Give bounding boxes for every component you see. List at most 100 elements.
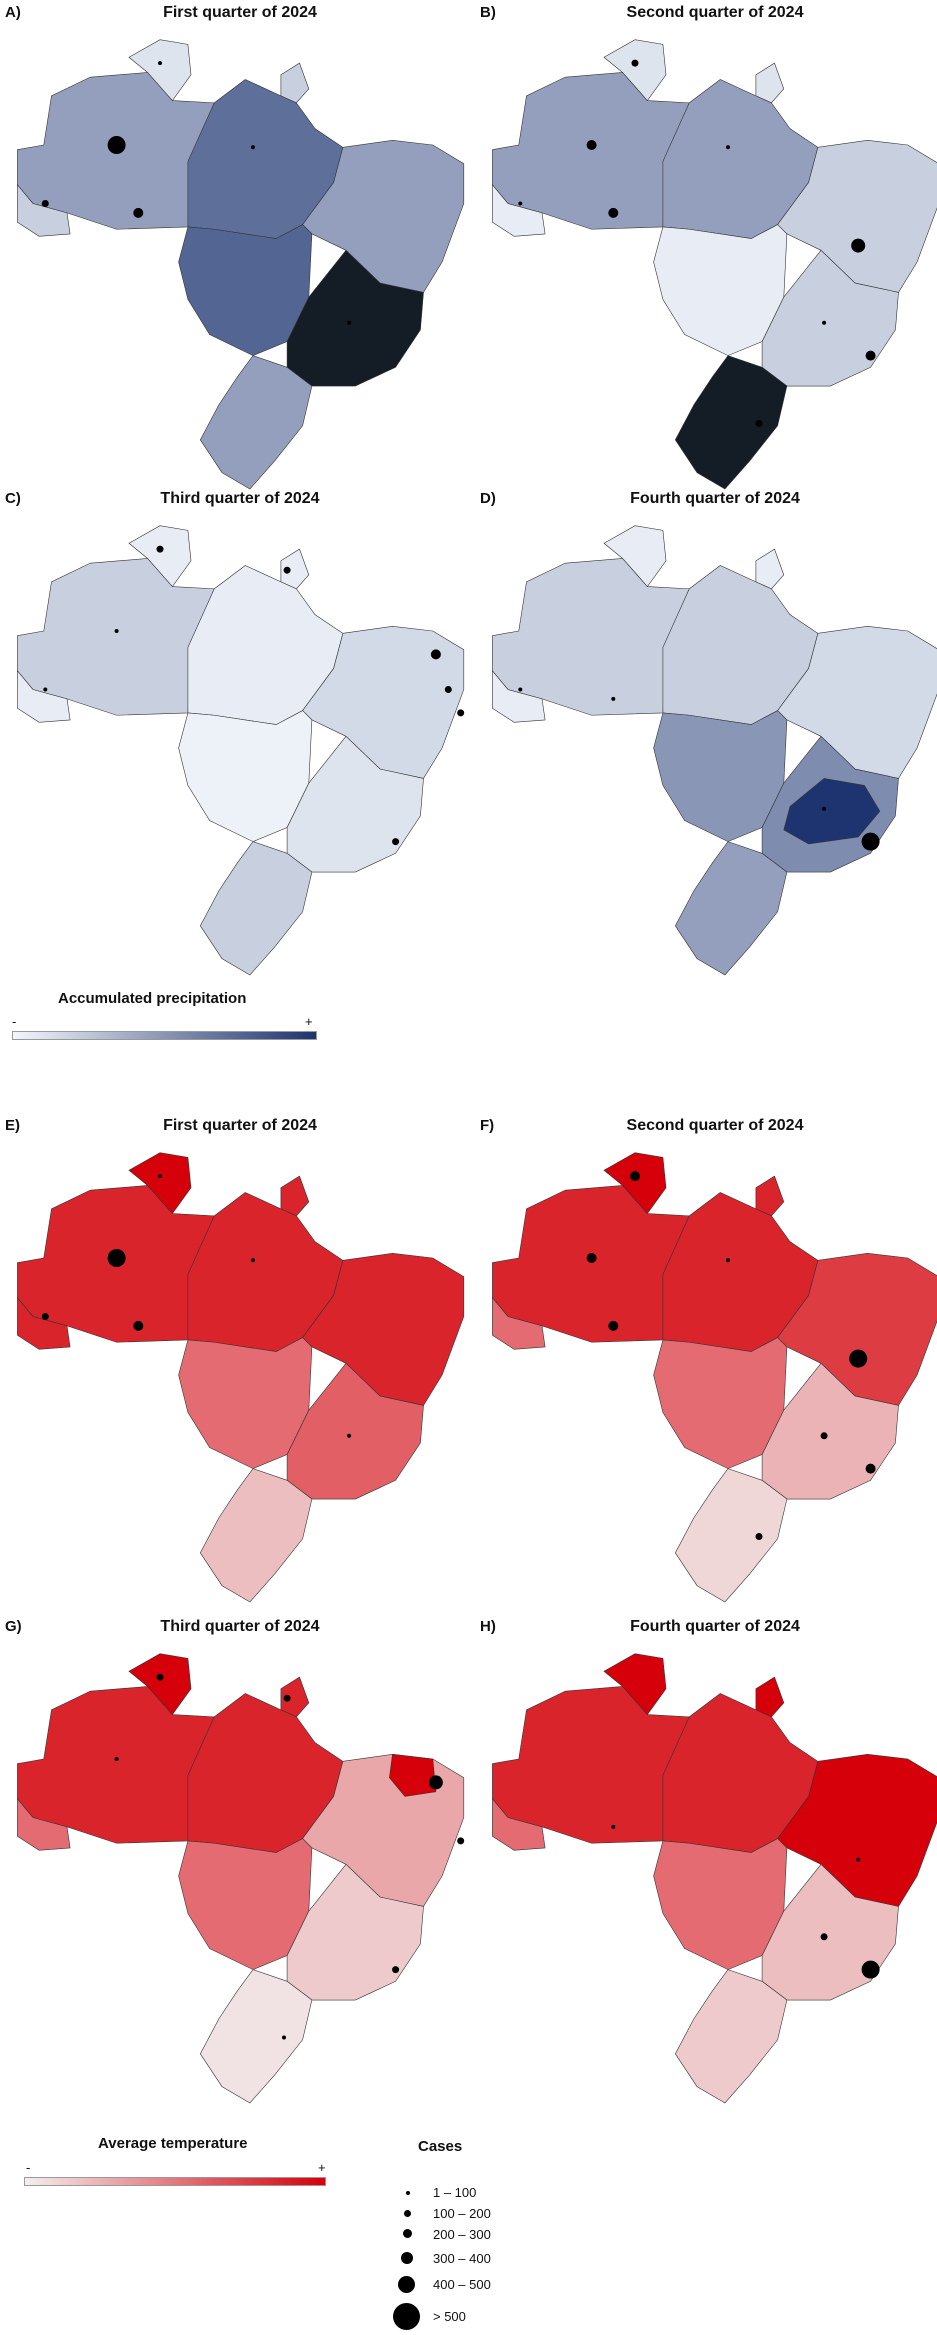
case-dot-al	[457, 1837, 465, 1845]
case-dot-bahia	[849, 1349, 868, 1368]
region-northwest	[492, 558, 689, 715]
region-northwest	[17, 1686, 214, 1843]
region-acre	[492, 671, 545, 722]
cases-legend-dot	[403, 2229, 412, 2238]
case-dot-rn	[428, 1775, 443, 1790]
region-southeast	[287, 1363, 423, 1499]
region-acre	[492, 1799, 545, 1850]
brazil-map	[5, 1642, 475, 2102]
case-dot-roraima	[156, 545, 164, 553]
cases-legend-title: Cases	[418, 2138, 463, 2155]
case-dot-amapa	[283, 566, 291, 574]
case-dot-para	[726, 145, 730, 150]
region-acre	[492, 1298, 545, 1349]
case-dot-minas	[820, 1432, 828, 1440]
region-northwest	[492, 1686, 689, 1843]
brazil-map	[480, 514, 937, 974]
region-roraima	[129, 1654, 191, 1715]
cases-legend-label: 300 – 400	[433, 2251, 491, 2266]
case-dot-al	[457, 709, 465, 717]
case-dot-roraima	[630, 1171, 640, 1182]
region-amapa	[756, 549, 784, 589]
case-dot-acre	[518, 687, 523, 692]
region-south	[200, 1469, 312, 1602]
case-dot-bahia	[856, 1857, 861, 1862]
case-dot-minas	[820, 1933, 828, 1941]
region-amapa	[756, 1677, 784, 1717]
region-south	[200, 842, 312, 975]
temp-legend-max: +	[318, 2160, 326, 2175]
region-roraima	[129, 40, 191, 101]
region-south	[675, 356, 787, 489]
cases-legend-dot	[404, 2210, 411, 2217]
region-southeast	[287, 1864, 423, 2000]
case-dot-amazonas	[107, 1249, 126, 1267]
case-dot-roraima	[631, 59, 639, 67]
case-dot-rondonia	[611, 1824, 616, 1829]
case-dot-rondonia	[608, 207, 619, 218]
brazil-map	[5, 1141, 475, 1601]
region-southeast	[287, 736, 423, 872]
cases-legend-label: 400 – 500	[433, 2277, 491, 2292]
case-dot-minas	[347, 1433, 352, 1438]
panel-title: First quarter of 2024	[163, 1117, 317, 1134]
case-dot-amazonas	[586, 140, 597, 150]
panel-title: Fourth quarter of 2024	[630, 490, 800, 507]
region-south	[200, 356, 312, 489]
region-amapa	[281, 1677, 309, 1717]
region-acre	[17, 185, 70, 236]
case-dot-minas	[822, 806, 827, 811]
cases-legend-dot	[406, 2191, 410, 2195]
region-ce	[389, 1754, 436, 1796]
case-dot-acre	[518, 201, 523, 206]
cases-legend-label: 200 – 300	[433, 2227, 491, 2242]
region-southeast	[287, 250, 423, 386]
temp-legend-title: Average temperature	[98, 2135, 248, 2152]
case-dot-rondonia	[611, 696, 616, 701]
case-dot-rondonia	[133, 207, 144, 218]
panel-title: Third quarter of 2024	[160, 1618, 320, 1635]
panel-letter: H)	[480, 1618, 496, 1635]
brazil-map	[480, 1642, 937, 2102]
region-roraima	[604, 1654, 666, 1715]
region-south	[675, 842, 787, 975]
brazil-map	[5, 514, 475, 974]
case-dot-roraima	[158, 61, 162, 66]
panel-letter: F)	[480, 1117, 495, 1134]
case-dot-roraima	[158, 1174, 162, 1179]
region-southeast	[762, 250, 898, 386]
case-dot-rondonia	[608, 1320, 619, 1331]
panel-letter: G)	[5, 1618, 22, 1635]
region-acre	[17, 1799, 70, 1850]
region-amapa	[281, 1176, 309, 1216]
case-dot-para	[726, 1258, 730, 1263]
region-northwest	[17, 558, 214, 715]
case-dot-rio	[865, 350, 876, 361]
region-acre	[492, 185, 545, 236]
cases-legend-label: 1 – 100	[433, 2185, 477, 2200]
panel-title: Second quarter of 2024	[626, 4, 804, 21]
region-northwest	[492, 72, 689, 229]
case-dot-pe	[444, 686, 452, 693]
precip-legend-max: +	[305, 1014, 313, 1029]
case-dot-bahia	[851, 238, 866, 253]
cases-legend-label: 100 – 200	[433, 2206, 491, 2221]
region-roraima	[604, 1153, 666, 1214]
panel-letter: A)	[5, 4, 21, 21]
case-dot-rio	[392, 838, 400, 846]
temp-legend-min: -	[26, 2160, 31, 2175]
case-dot-acre	[43, 687, 48, 692]
case-dot-amazonas	[107, 136, 126, 154]
case-dot-rio	[865, 1463, 876, 1474]
panel-title: Fourth quarter of 2024	[630, 1618, 800, 1635]
region-roraima	[129, 1153, 191, 1214]
region-minas	[784, 778, 880, 844]
case-dot-rn	[430, 649, 441, 660]
cases-legend-label: > 500	[433, 2309, 466, 2324]
case-dot-acre	[41, 200, 49, 207]
temp-gradient-bar	[24, 2177, 326, 2186]
case-dot-rio	[392, 1966, 400, 1974]
case-dot-minas	[822, 320, 827, 325]
cases-legend-dot	[398, 2276, 415, 2293]
panel-title: Third quarter of 2024	[160, 490, 320, 507]
